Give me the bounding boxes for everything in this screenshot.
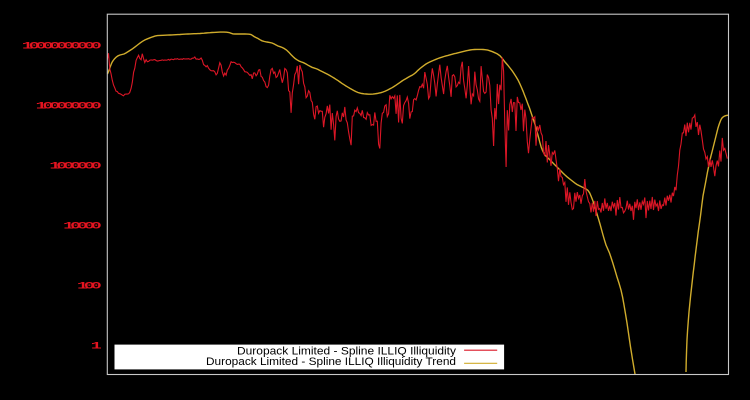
svg-text:Duropack Limited - Spline ILLI: Duropack Limited - Spline ILLIQ Illiquid… (206, 356, 456, 368)
svg-text:1000000: 1000000 (49, 161, 101, 172)
svg-text:100000000: 100000000 (36, 101, 102, 112)
svg-text:100: 100 (77, 281, 102, 292)
svg-text:10000: 10000 (63, 221, 102, 232)
svg-text:Duropack Limited - Spline ILLI: Duropack Limited - Spline ILLIQ Illiquid… (237, 345, 457, 357)
svg-text:10000000000: 10000000000 (22, 41, 102, 52)
